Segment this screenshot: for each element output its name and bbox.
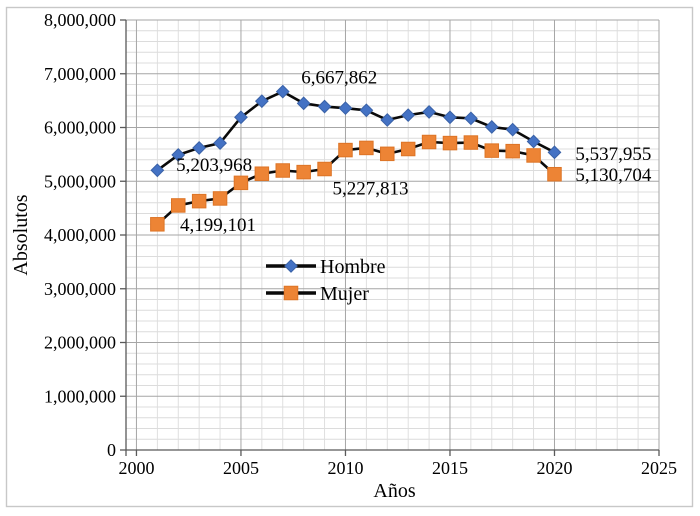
- grid-major: [126, 19, 660, 450]
- axes: [120, 19, 660, 456]
- marker-mujer-2010: [338, 142, 353, 158]
- marker-mujer-2017: [484, 143, 500, 158]
- data-label: 4,199,101: [180, 215, 256, 236]
- legend-square-icon: [283, 285, 299, 301]
- marker-mujer-2008: [296, 164, 311, 180]
- marker-mujer-2011: [359, 140, 374, 156]
- x-tick-label: 2020: [536, 458, 572, 478]
- marker-mujer-2015: [442, 135, 458, 151]
- marker-hombre-2020: [547, 145, 562, 160]
- x-tick-label: 2000: [118, 458, 154, 478]
- marker-hombre-2006: [254, 94, 269, 109]
- y-tick-labels: 0 1,000,000 2,000,000 3,000,000 4,000,000 5,0…: [44, 10, 116, 460]
- x-tick-label: 2025: [641, 458, 677, 478]
- marker-mujer-2018: [505, 143, 520, 159]
- y-tick-label: 8,000,000: [44, 10, 116, 30]
- y-tick-label: 2,000,000: [44, 333, 116, 353]
- marker-hombre-2012: [380, 113, 395, 127]
- marker-mujer-2004: [212, 191, 228, 206]
- marker-hombre-2004: [213, 136, 227, 150]
- marker-mujer-2014: [421, 134, 437, 150]
- marker-hombre-2003: [192, 141, 207, 155]
- marker-mujer-2020: [547, 166, 562, 182]
- marker-hombre-2008: [296, 96, 311, 111]
- marker-hombre-2017: [484, 120, 499, 134]
- x-tick-labels: 2000 2005 2010 2015 2020 2025: [118, 458, 677, 478]
- marker-hombre-2002: [171, 148, 186, 162]
- figure-border: [5, 6, 694, 508]
- legend-item-hombre: Hombre: [266, 256, 386, 278]
- marker-hombre-2019: [526, 134, 541, 149]
- data-label: 5,537,955: [575, 144, 651, 165]
- data-label: 5,203,968: [176, 155, 252, 176]
- legend-diamond-icon: [284, 259, 298, 273]
- marker-mujer-2009: [317, 161, 332, 177]
- data-label: 6,667,862: [301, 67, 377, 88]
- marker-mujer-2019: [526, 148, 541, 163]
- y-tick-label: 7,000,000: [44, 64, 116, 84]
- marker-hombre-2005: [234, 110, 248, 125]
- marker-mujer-2007: [275, 163, 291, 178]
- data-label: 5,130,704: [575, 165, 652, 186]
- y-tick-label: 4,000,000: [44, 225, 116, 245]
- marker-hombre-2016: [463, 111, 478, 126]
- marker-hombre-2011: [359, 103, 374, 118]
- x-tick-label: 2005: [223, 458, 259, 478]
- data-label: 5,227,813: [333, 179, 409, 200]
- marker-hombre-2015: [443, 110, 457, 125]
- legend-item-mujer: Mujer: [266, 283, 369, 305]
- marker-mujer-2006: [254, 166, 270, 181]
- y-tick-label: 1,000,000: [44, 386, 116, 406]
- x-tick-label: 2010: [327, 458, 363, 478]
- x-axis-title: Años: [373, 480, 415, 502]
- series-mujer: [150, 134, 562, 232]
- y-tick-label: 5,000,000: [44, 171, 116, 191]
- marker-hombre-2009: [317, 99, 332, 114]
- x-tick-label: 2015: [432, 458, 468, 478]
- marker-mujer-2001: [150, 217, 165, 232]
- y-tick-label: 3,000,000: [44, 279, 116, 299]
- marker-mujer-2012: [380, 146, 395, 162]
- legend: Hombre Mujer: [266, 256, 386, 305]
- marker-mujer-2016: [463, 135, 479, 150]
- marker-hombre-2007: [275, 84, 290, 99]
- data-labels: 5,203,968 6,667,862 5,227,813 4,199,101 5,53…: [176, 67, 652, 235]
- marker-mujer-2003: [191, 193, 207, 209]
- y-tick-label: 6,000,000: [44, 118, 116, 138]
- marker-mujer-2013: [400, 141, 416, 157]
- marker-mujer-2002: [171, 198, 186, 213]
- marker-mujer-2005: [233, 175, 249, 191]
- series-hombre: [150, 84, 562, 178]
- marker-hombre-2013: [401, 108, 416, 123]
- legend-label: Mujer: [320, 283, 369, 305]
- marker-hombre-2018: [505, 122, 520, 137]
- y-axis-title: Absolutos: [10, 194, 32, 275]
- marker-hombre-2014: [422, 105, 436, 119]
- marker-hombre-2001: [150, 163, 165, 178]
- marker-hombre-2010: [338, 101, 353, 116]
- legend-label: Hombre: [320, 256, 386, 278]
- y-tick-label: 0: [107, 440, 116, 460]
